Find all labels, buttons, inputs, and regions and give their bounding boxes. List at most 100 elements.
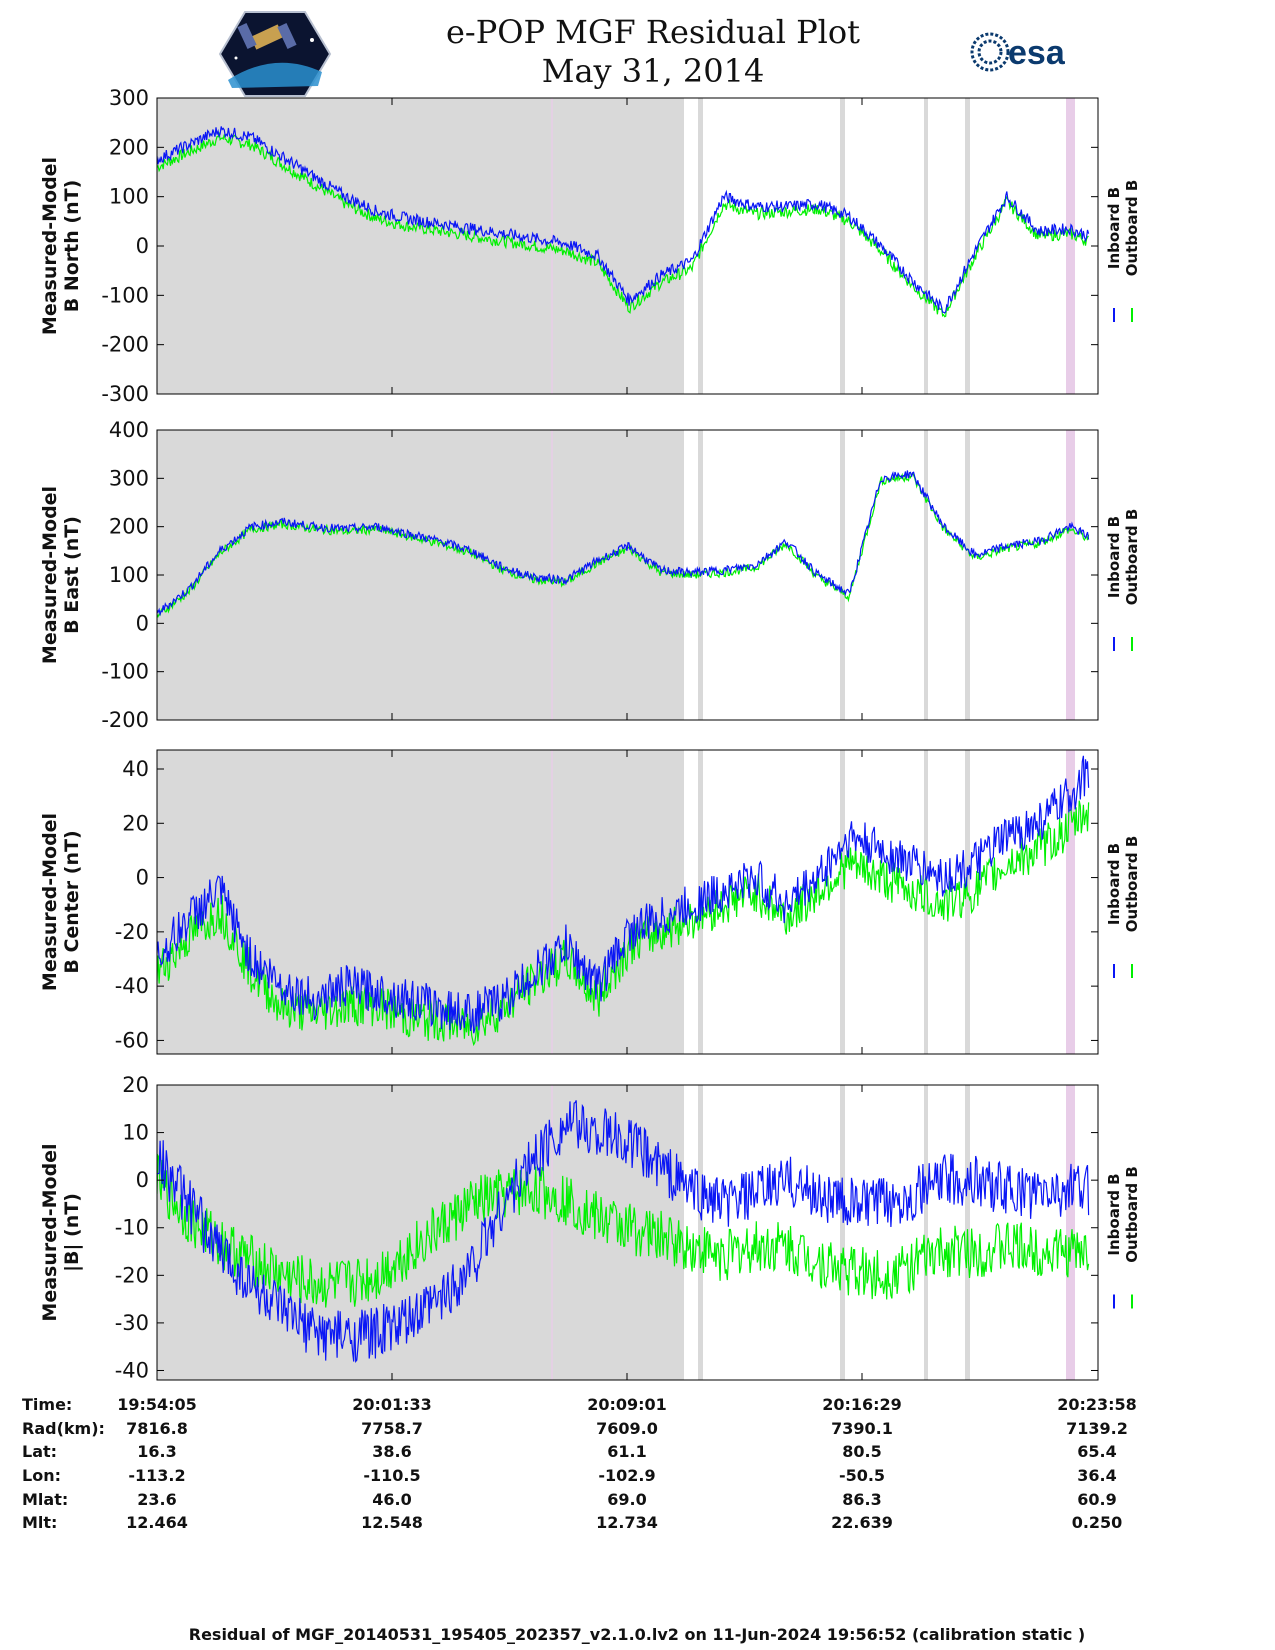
y-tick-label: 0 (136, 611, 149, 635)
esa-logo: esa (970, 32, 1066, 72)
data-gap-bar (965, 750, 970, 1054)
legend-inboard-label: Inboard B (1105, 516, 1123, 598)
table-cell: 12.734 (596, 1513, 658, 1532)
legend: Inboard B Outboard B (1105, 1166, 1141, 1309)
table-cell: 46.0 (372, 1490, 411, 1509)
legend-outboard-label: Outboard B (1123, 509, 1141, 606)
y-tick-label: -60 (115, 1028, 149, 1052)
y-tick-label: -20 (115, 920, 149, 944)
table-cell: 65.4 (1077, 1442, 1116, 1461)
table-cell: 23.6 (137, 1490, 176, 1509)
legend: Inboard B Outboard B (1105, 836, 1141, 978)
y-tick-label: 100 (109, 185, 149, 209)
event-marker-bar (1066, 430, 1075, 720)
table-cell: -110.5 (363, 1466, 420, 1485)
table-cell: 69.0 (607, 1490, 646, 1509)
data-gap-bar (924, 1085, 928, 1380)
table-cell: 36.4 (1077, 1466, 1116, 1485)
event-marker-bar (1066, 98, 1075, 394)
table-cell: 12.464 (126, 1513, 188, 1532)
legend-outboard-label: Outboard B (1123, 836, 1141, 933)
panel-total: 20 10 0 -10 -20 -30 -40 Measured-Model|B| (nT) I… (39, 1073, 1141, 1382)
y-tick-label: -30 (115, 1311, 149, 1335)
svg-text:esa: esa (1008, 34, 1066, 72)
y-tick-label: -200 (101, 333, 149, 357)
data-gap-shade (157, 98, 684, 394)
event-marker-bar (1066, 1085, 1075, 1380)
legend-inboard-label: Inboard B (1105, 843, 1123, 925)
table-cell: 61.1 (607, 1442, 646, 1461)
y-tick-label: 20 (122, 811, 149, 835)
y-tick-label: 100 (109, 563, 149, 587)
table-cell: 86.3 (842, 1490, 881, 1509)
y-tick-label: 20 (122, 1073, 149, 1097)
table-cell: 7139.2 (1066, 1419, 1128, 1438)
y-tick-label: 200 (109, 515, 149, 539)
y-tick-label: -40 (115, 1358, 149, 1382)
table-row-label: Mlat: (22, 1490, 68, 1509)
table-row-label: Lat: (22, 1442, 57, 1461)
y-tick-label: 200 (109, 135, 149, 159)
table-cell: 0.250 (1072, 1513, 1123, 1532)
table-cell: 22.639 (831, 1513, 893, 1532)
table-cell: 20:23:58 (1057, 1395, 1137, 1414)
inboard-series-line (157, 126, 1090, 314)
data-gap-bar (840, 1085, 845, 1380)
table-cell: 38.6 (372, 1442, 411, 1461)
event-marker-bar (1066, 750, 1075, 1054)
cassiope-logo (218, 11, 332, 97)
data-gap-bar (840, 98, 845, 394)
y-tick-label: -40 (115, 974, 149, 998)
table-cell: 7816.8 (126, 1419, 188, 1438)
footer-caption: Residual of MGF_20140531_195405_202357_v… (189, 1625, 1085, 1644)
table-cell: 7758.7 (361, 1419, 423, 1438)
y-tick-label: -300 (101, 382, 149, 406)
y-tick-label: -200 (101, 708, 149, 732)
legend: Inboard B Outboard B (1105, 509, 1141, 651)
table-cell: 16.3 (137, 1442, 176, 1461)
inboard-series-line (157, 755, 1090, 1034)
legend-outboard-label: Outboard B (1123, 180, 1141, 277)
table-cell: 60.9 (1077, 1490, 1116, 1509)
y-tick-label: -100 (101, 283, 149, 307)
data-gap-bar (965, 98, 970, 394)
table-cell: -113.2 (128, 1466, 185, 1485)
outboard-series-line (157, 800, 1090, 1047)
y-tick-label: 40 (122, 757, 149, 781)
legend: Inboard B Outboard B (1105, 180, 1141, 322)
y-tick-label: 10 (122, 1121, 149, 1145)
y-tick-label: -10 (115, 1216, 149, 1240)
table-cell: 7390.1 (831, 1419, 893, 1438)
data-gap-bar (924, 98, 928, 394)
data-gap-bar (840, 430, 845, 720)
table-cell: -102.9 (598, 1466, 655, 1485)
data-gap-bar (924, 430, 928, 720)
inboard-series-line (157, 470, 1090, 617)
table-cell: -50.5 (839, 1466, 885, 1485)
y-tick-label: 300 (109, 466, 149, 490)
figure-title: e-POP MGF Residual Plot (446, 13, 860, 51)
y-axis-label: Measured-ModelB North (nT) (39, 157, 83, 335)
legend-inboard-label: Inboard B (1105, 187, 1123, 269)
panel-north: 300 200 100 0 -100 -200 -300 Measured-ModelB No… (39, 86, 1141, 406)
table-cell: 7609.0 (596, 1419, 658, 1438)
panel-east: 400 300 200 100 0 -100 -200 Measured-ModelB Eas… (39, 418, 1141, 732)
table-row-label: Rad(km): (22, 1419, 105, 1438)
data-gap-bar (698, 1085, 703, 1380)
outboard-series-line (157, 1153, 1090, 1308)
data-gap-shade (157, 430, 684, 720)
panel-center: 40 20 0 -20 -40 -60 Measured-ModelB Center (nT… (39, 749, 1141, 1055)
table-row-label: Lon: (22, 1466, 61, 1485)
table-cell: 20:01:33 (352, 1395, 432, 1414)
ephemeris-table: Time: Rad(km): Lat: Lon: Mlat: Mlt: 19:54:05 78… (22, 1395, 1137, 1532)
y-axis-label: Measured-Model|B| (nT) (39, 1143, 83, 1321)
y-tick-label: -100 (101, 660, 149, 684)
table-cell: 20:16:29 (822, 1395, 902, 1414)
legend-inboard-label: Inboard B (1105, 1173, 1123, 1255)
y-axis-label: Measured-ModelB Center (nT) (39, 813, 83, 991)
y-tick-label: 0 (136, 866, 149, 890)
y-axis-label: Measured-ModelB East (nT) (39, 486, 83, 664)
figure-date: May 31, 2014 (542, 52, 765, 90)
table-cell: 12.548 (361, 1513, 423, 1532)
